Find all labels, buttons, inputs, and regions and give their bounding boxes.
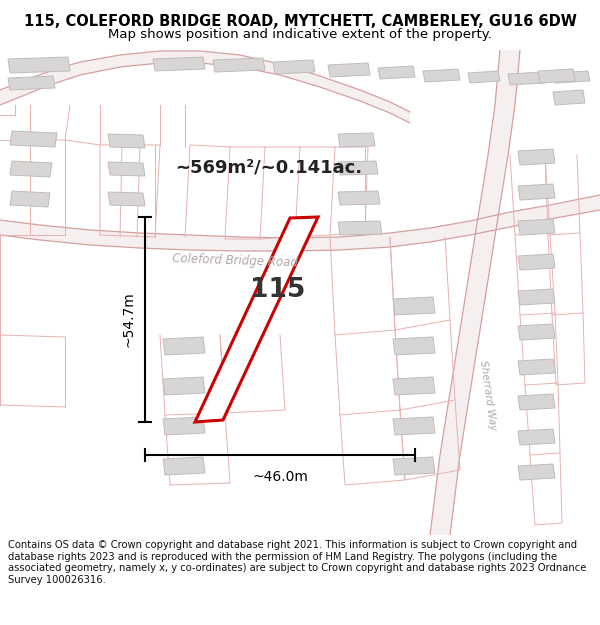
Polygon shape [163, 337, 205, 355]
Polygon shape [163, 377, 205, 395]
Polygon shape [273, 60, 315, 74]
Polygon shape [393, 457, 435, 475]
Polygon shape [8, 76, 55, 90]
Polygon shape [108, 134, 145, 148]
Polygon shape [108, 192, 145, 206]
Polygon shape [518, 219, 555, 235]
Polygon shape [423, 69, 460, 82]
Polygon shape [153, 57, 205, 71]
Polygon shape [338, 191, 380, 205]
Polygon shape [338, 133, 375, 147]
Polygon shape [518, 324, 555, 340]
Polygon shape [468, 71, 500, 83]
Polygon shape [108, 162, 145, 176]
Polygon shape [10, 131, 57, 147]
Polygon shape [553, 71, 590, 83]
Text: ~46.0m: ~46.0m [252, 470, 308, 484]
Text: 115: 115 [250, 277, 305, 303]
Text: 115, COLEFORD BRIDGE ROAD, MYTCHETT, CAMBERLEY, GU16 6DW: 115, COLEFORD BRIDGE ROAD, MYTCHETT, CAM… [23, 14, 577, 29]
Polygon shape [163, 417, 205, 435]
Polygon shape [518, 464, 555, 480]
Text: Map shows position and indicative extent of the property.: Map shows position and indicative extent… [108, 28, 492, 41]
Polygon shape [430, 50, 520, 535]
Polygon shape [538, 69, 575, 83]
Polygon shape [518, 149, 555, 165]
Text: ~569m²/~0.141ac.: ~569m²/~0.141ac. [175, 158, 362, 176]
Polygon shape [553, 90, 585, 105]
Text: Coleford Bridge Road: Coleford Bridge Road [172, 252, 298, 269]
Polygon shape [0, 195, 600, 251]
Text: Contains OS data © Crown copyright and database right 2021. This information is : Contains OS data © Crown copyright and d… [8, 540, 586, 585]
Polygon shape [338, 161, 378, 175]
Polygon shape [0, 51, 410, 123]
Polygon shape [508, 72, 545, 85]
Polygon shape [518, 359, 555, 375]
Polygon shape [338, 221, 382, 235]
Polygon shape [10, 191, 50, 207]
Polygon shape [518, 429, 555, 445]
Polygon shape [393, 417, 435, 435]
Polygon shape [393, 297, 435, 315]
Polygon shape [393, 337, 435, 355]
Polygon shape [195, 217, 318, 422]
Polygon shape [518, 254, 555, 270]
Text: Sherrard Way: Sherrard Way [478, 359, 498, 431]
Polygon shape [8, 57, 70, 73]
Polygon shape [163, 457, 205, 475]
Polygon shape [518, 394, 555, 410]
Polygon shape [213, 58, 265, 72]
Polygon shape [328, 63, 370, 77]
Text: ~54.7m: ~54.7m [121, 292, 135, 348]
Polygon shape [393, 377, 435, 395]
Polygon shape [518, 184, 555, 200]
Polygon shape [378, 66, 415, 79]
Polygon shape [518, 289, 555, 305]
Polygon shape [10, 161, 52, 177]
